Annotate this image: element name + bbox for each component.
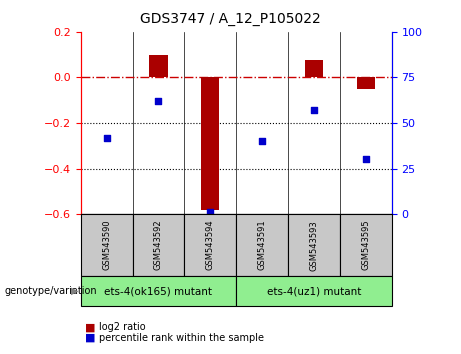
Text: ets-4(ok165) mutant: ets-4(ok165) mutant: [105, 286, 213, 296]
Bar: [81, 214, 133, 276]
Text: percentile rank within the sample: percentile rank within the sample: [99, 333, 264, 343]
Point: [103, 135, 110, 141]
Bar: [236, 214, 288, 276]
Text: genotype/variation: genotype/variation: [5, 286, 97, 296]
Text: GSM543592: GSM543592: [154, 220, 163, 270]
Bar: [357, 78, 375, 89]
Text: log2 ratio: log2 ratio: [99, 322, 146, 332]
Bar: [201, 78, 219, 210]
Bar: [236, 276, 392, 306]
Point: [310, 107, 318, 113]
Text: GDS3747 / A_12_P105022: GDS3747 / A_12_P105022: [140, 12, 321, 27]
Point: [259, 138, 266, 144]
Bar: [340, 214, 392, 276]
Bar: [288, 214, 340, 276]
Text: ■: ■: [85, 322, 96, 332]
Text: GSM543593: GSM543593: [309, 220, 319, 270]
Text: GSM543594: GSM543594: [206, 220, 215, 270]
Point: [207, 210, 214, 215]
Point: [362, 156, 370, 162]
Text: GSM543591: GSM543591: [258, 220, 267, 270]
Text: ets-4(uz1) mutant: ets-4(uz1) mutant: [267, 286, 361, 296]
Text: GSM543595: GSM543595: [361, 220, 371, 270]
Text: ■: ■: [85, 333, 96, 343]
Bar: [305, 60, 323, 78]
Point: [155, 98, 162, 104]
Bar: [149, 55, 167, 78]
Bar: [184, 214, 236, 276]
Bar: [81, 276, 236, 306]
Bar: [133, 214, 184, 276]
Text: GSM543590: GSM543590: [102, 220, 111, 270]
Text: ▶: ▶: [71, 286, 78, 296]
